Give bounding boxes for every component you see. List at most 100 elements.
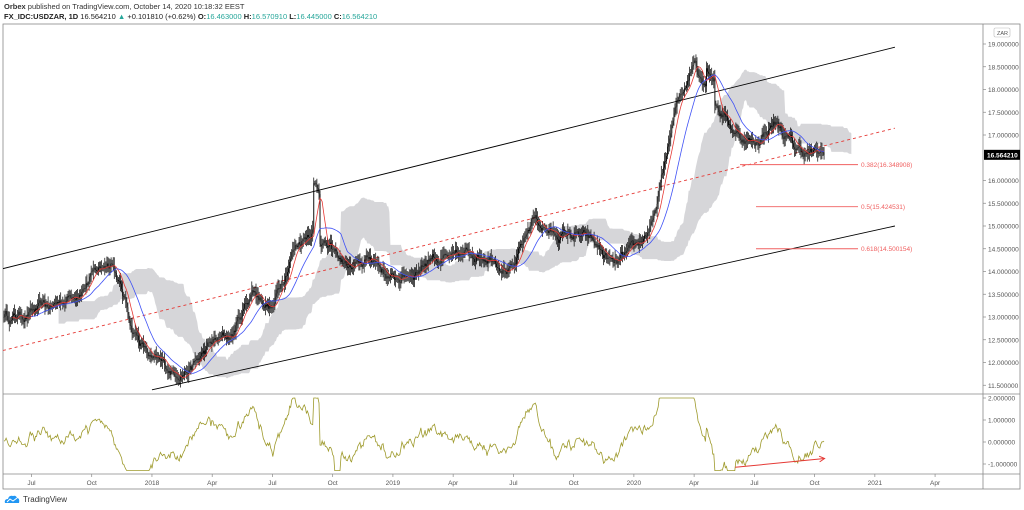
- candle: [217, 337, 219, 342]
- candle: [558, 239, 559, 243]
- candle: [31, 309, 33, 311]
- symbol: FX_IDC:USDZAR, 1D: [4, 12, 79, 21]
- candle: [336, 249, 338, 256]
- candle: [42, 300, 44, 303]
- candle: [429, 258, 431, 262]
- arrow-head-icon: [818, 455, 826, 463]
- candle: [510, 263, 512, 267]
- candle: [455, 249, 456, 253]
- candle: [322, 243, 324, 245]
- candle: [801, 152, 803, 153]
- candle: [178, 380, 180, 381]
- candle: [649, 226, 651, 233]
- candle: [426, 263, 428, 267]
- candle: [201, 352, 202, 357]
- price-tick-label: 13.000000: [988, 315, 1019, 322]
- candle: [239, 317, 241, 320]
- candle: [186, 371, 188, 374]
- candle: [51, 306, 53, 308]
- candle: [484, 259, 486, 263]
- candle: [180, 376, 181, 381]
- candle: [730, 124, 731, 129]
- last-price-label: 16.564210: [987, 152, 1018, 159]
- candle: [86, 283, 88, 285]
- candle: [194, 360, 196, 362]
- candle: [197, 358, 199, 360]
- candle: [736, 129, 738, 132]
- candle: [562, 232, 563, 235]
- candle: [735, 131, 737, 133]
- fib-level-label: 0.5(15.424531): [861, 204, 905, 211]
- candle: [597, 245, 599, 248]
- time-tick-label: Apr: [689, 480, 700, 487]
- candle: [604, 255, 605, 258]
- candle: [764, 132, 766, 133]
- candle: [565, 233, 567, 235]
- candle: [651, 220, 653, 222]
- publisher: Orbex: [4, 2, 26, 11]
- candle: [823, 152, 825, 155]
- candle: [646, 235, 647, 237]
- candle: [346, 265, 348, 269]
- candle: [393, 273, 394, 277]
- candle: [442, 255, 444, 259]
- channel-upper-line: [3, 46, 896, 270]
- candle: [819, 151, 821, 153]
- candle: [680, 94, 682, 95]
- candle: [250, 294, 252, 300]
- candle: [185, 371, 187, 372]
- candle: [48, 307, 50, 310]
- candle: [345, 260, 347, 266]
- candle: [451, 252, 453, 254]
- time-tick-label: Oct: [810, 480, 820, 487]
- candle: [282, 284, 284, 285]
- candle: [530, 225, 532, 227]
- fib-level-label: 0.382(16.348908): [861, 162, 912, 169]
- candle: [94, 267, 96, 271]
- candle: [418, 270, 420, 274]
- candle: [121, 283, 122, 290]
- candle: [481, 259, 483, 260]
- candle: [689, 73, 691, 81]
- candle: [157, 357, 159, 359]
- candle: [552, 230, 554, 232]
- time-tick-label: Apr: [207, 480, 218, 487]
- candle: [760, 138, 762, 143]
- candle: [146, 348, 148, 353]
- candle: [99, 266, 100, 268]
- candle: [466, 247, 468, 249]
- time-tick-label: Oct: [87, 480, 97, 487]
- candle: [705, 83, 706, 87]
- candle: [795, 148, 797, 151]
- candle: [183, 375, 184, 376]
- tradingview-logo[interactable]: TradingView: [4, 495, 67, 504]
- candle: [686, 85, 687, 89]
- candle: [273, 303, 275, 308]
- osc-tick-label: 0.000000: [988, 440, 1015, 447]
- candle: [206, 346, 208, 350]
- candle: [647, 232, 649, 237]
- candle: [230, 334, 232, 338]
- candle: [147, 352, 149, 357]
- candle: [492, 261, 494, 263]
- candle: [433, 254, 434, 258]
- candle: [138, 335, 139, 341]
- chart[interactable]: 0.382(16.348908) 0.5(15.424531) 0.618(14.5…: [0, 0, 1024, 492]
- candle: [234, 330, 236, 333]
- candle: [192, 362, 194, 367]
- candle: [6, 310, 8, 316]
- candle: [756, 142, 758, 143]
- candle: [527, 229, 529, 234]
- candle: [34, 309, 35, 313]
- candle: [274, 296, 276, 304]
- candle: [352, 267, 353, 270]
- candle: [541, 227, 542, 231]
- candle: [398, 279, 400, 283]
- candle: [118, 279, 119, 282]
- candle: [299, 241, 301, 245]
- candle: [91, 271, 93, 273]
- candle: [778, 127, 780, 128]
- candle: [49, 305, 51, 310]
- candle: [691, 66, 693, 73]
- candle: [4, 314, 6, 317]
